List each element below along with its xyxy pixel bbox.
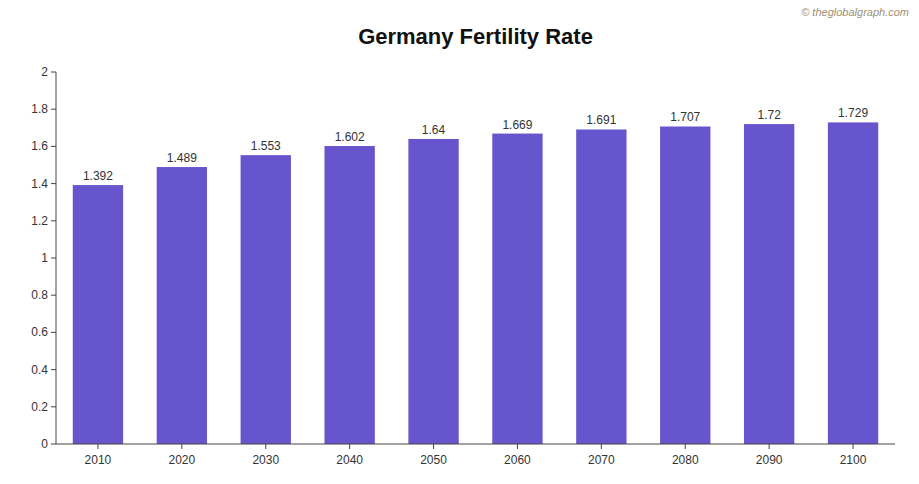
x-axis: 2010 2020 2030 2040 2050 2060 2070 2080 2090 2100 — [56, 444, 895, 467]
x-tick-label: 2030 — [252, 453, 279, 467]
bar — [492, 134, 542, 444]
x-tick — [685, 444, 686, 449]
watermark: © theglobalgraph.com — [801, 6, 909, 18]
x-tick-label: 2010 — [85, 453, 112, 467]
x-tick-label: 2060 — [504, 453, 531, 467]
bar — [324, 146, 374, 444]
bar — [408, 139, 458, 444]
x-tick-label: 2040 — [336, 453, 363, 467]
x-tick-label: 2080 — [672, 453, 699, 467]
y-tick-label: 0.8 — [31, 288, 48, 302]
x-tick — [853, 444, 854, 449]
data-label: 1.602 — [335, 130, 365, 144]
x-tick — [601, 444, 602, 449]
data-label: 1.553 — [251, 139, 281, 153]
x-tick-label: 2070 — [588, 453, 615, 467]
x-tick — [97, 444, 98, 449]
y-tick-label: 0.6 — [31, 325, 48, 339]
y-tick-label: 1.8 — [31, 102, 48, 116]
x-tick-label: 2020 — [168, 453, 195, 467]
title: Germany Fertility Rate — [358, 24, 593, 49]
x-tick — [769, 444, 770, 449]
data-label: 1.64 — [422, 123, 446, 137]
x-tick-label: 2050 — [420, 453, 447, 467]
data-label: 1.707 — [670, 110, 700, 124]
y-tick-label: 0.4 — [31, 363, 48, 377]
y-tick — [51, 406, 56, 407]
data-label: 1.729 — [838, 106, 868, 120]
y-tick-label: 1.6 — [31, 139, 48, 153]
bar — [241, 155, 291, 444]
x-tick — [433, 444, 434, 449]
y-tick-label: 1.2 — [31, 214, 48, 228]
y-tick — [51, 444, 56, 445]
y-tick — [51, 369, 56, 370]
y-tick — [51, 109, 56, 110]
data-label: 1.489 — [167, 151, 197, 165]
data-label: 1.669 — [502, 118, 532, 132]
x-tick — [349, 444, 350, 449]
y-tick — [51, 183, 56, 184]
bar — [660, 126, 710, 444]
y-tick — [51, 258, 56, 259]
y-tick — [51, 72, 56, 73]
x-tick — [265, 444, 266, 449]
chart-container: Germany Fertility Rate © theglobalgraph.c… — [0, 0, 919, 484]
data-labels: 1.392 1.489 1.553 1.602 1.64 1.669 1.691 1.707 1… — [83, 106, 868, 183]
y-axis: 0 0.2 0.4 0.6 0.8 1 1.2 1.4 1.6 1.8 2 — [31, 65, 56, 451]
x-tick-label: 2100 — [840, 453, 867, 467]
data-label: 1.72 — [757, 108, 781, 122]
y-tick-label: 1 — [41, 251, 48, 265]
bar — [73, 185, 123, 444]
y-tick — [51, 332, 56, 333]
y-tick-label: 2 — [41, 65, 48, 79]
x-tick — [517, 444, 518, 449]
bar — [744, 124, 794, 444]
bar — [828, 122, 878, 444]
y-tick-label: 0 — [41, 437, 48, 451]
bar — [157, 167, 207, 444]
chart-svg: Germany Fertility Rate © theglobalgraph.c… — [0, 0, 919, 484]
bars — [73, 122, 878, 444]
y-tick — [51, 220, 56, 221]
x-tick-label: 2090 — [756, 453, 783, 467]
y-tick-label: 0.2 — [31, 400, 48, 414]
x-tick — [181, 444, 182, 449]
data-label: 1.691 — [586, 113, 616, 127]
data-label: 1.392 — [83, 169, 113, 183]
y-tick — [51, 146, 56, 147]
y-tick-label: 1.4 — [31, 177, 48, 191]
bar — [576, 129, 626, 444]
y-tick — [51, 295, 56, 296]
